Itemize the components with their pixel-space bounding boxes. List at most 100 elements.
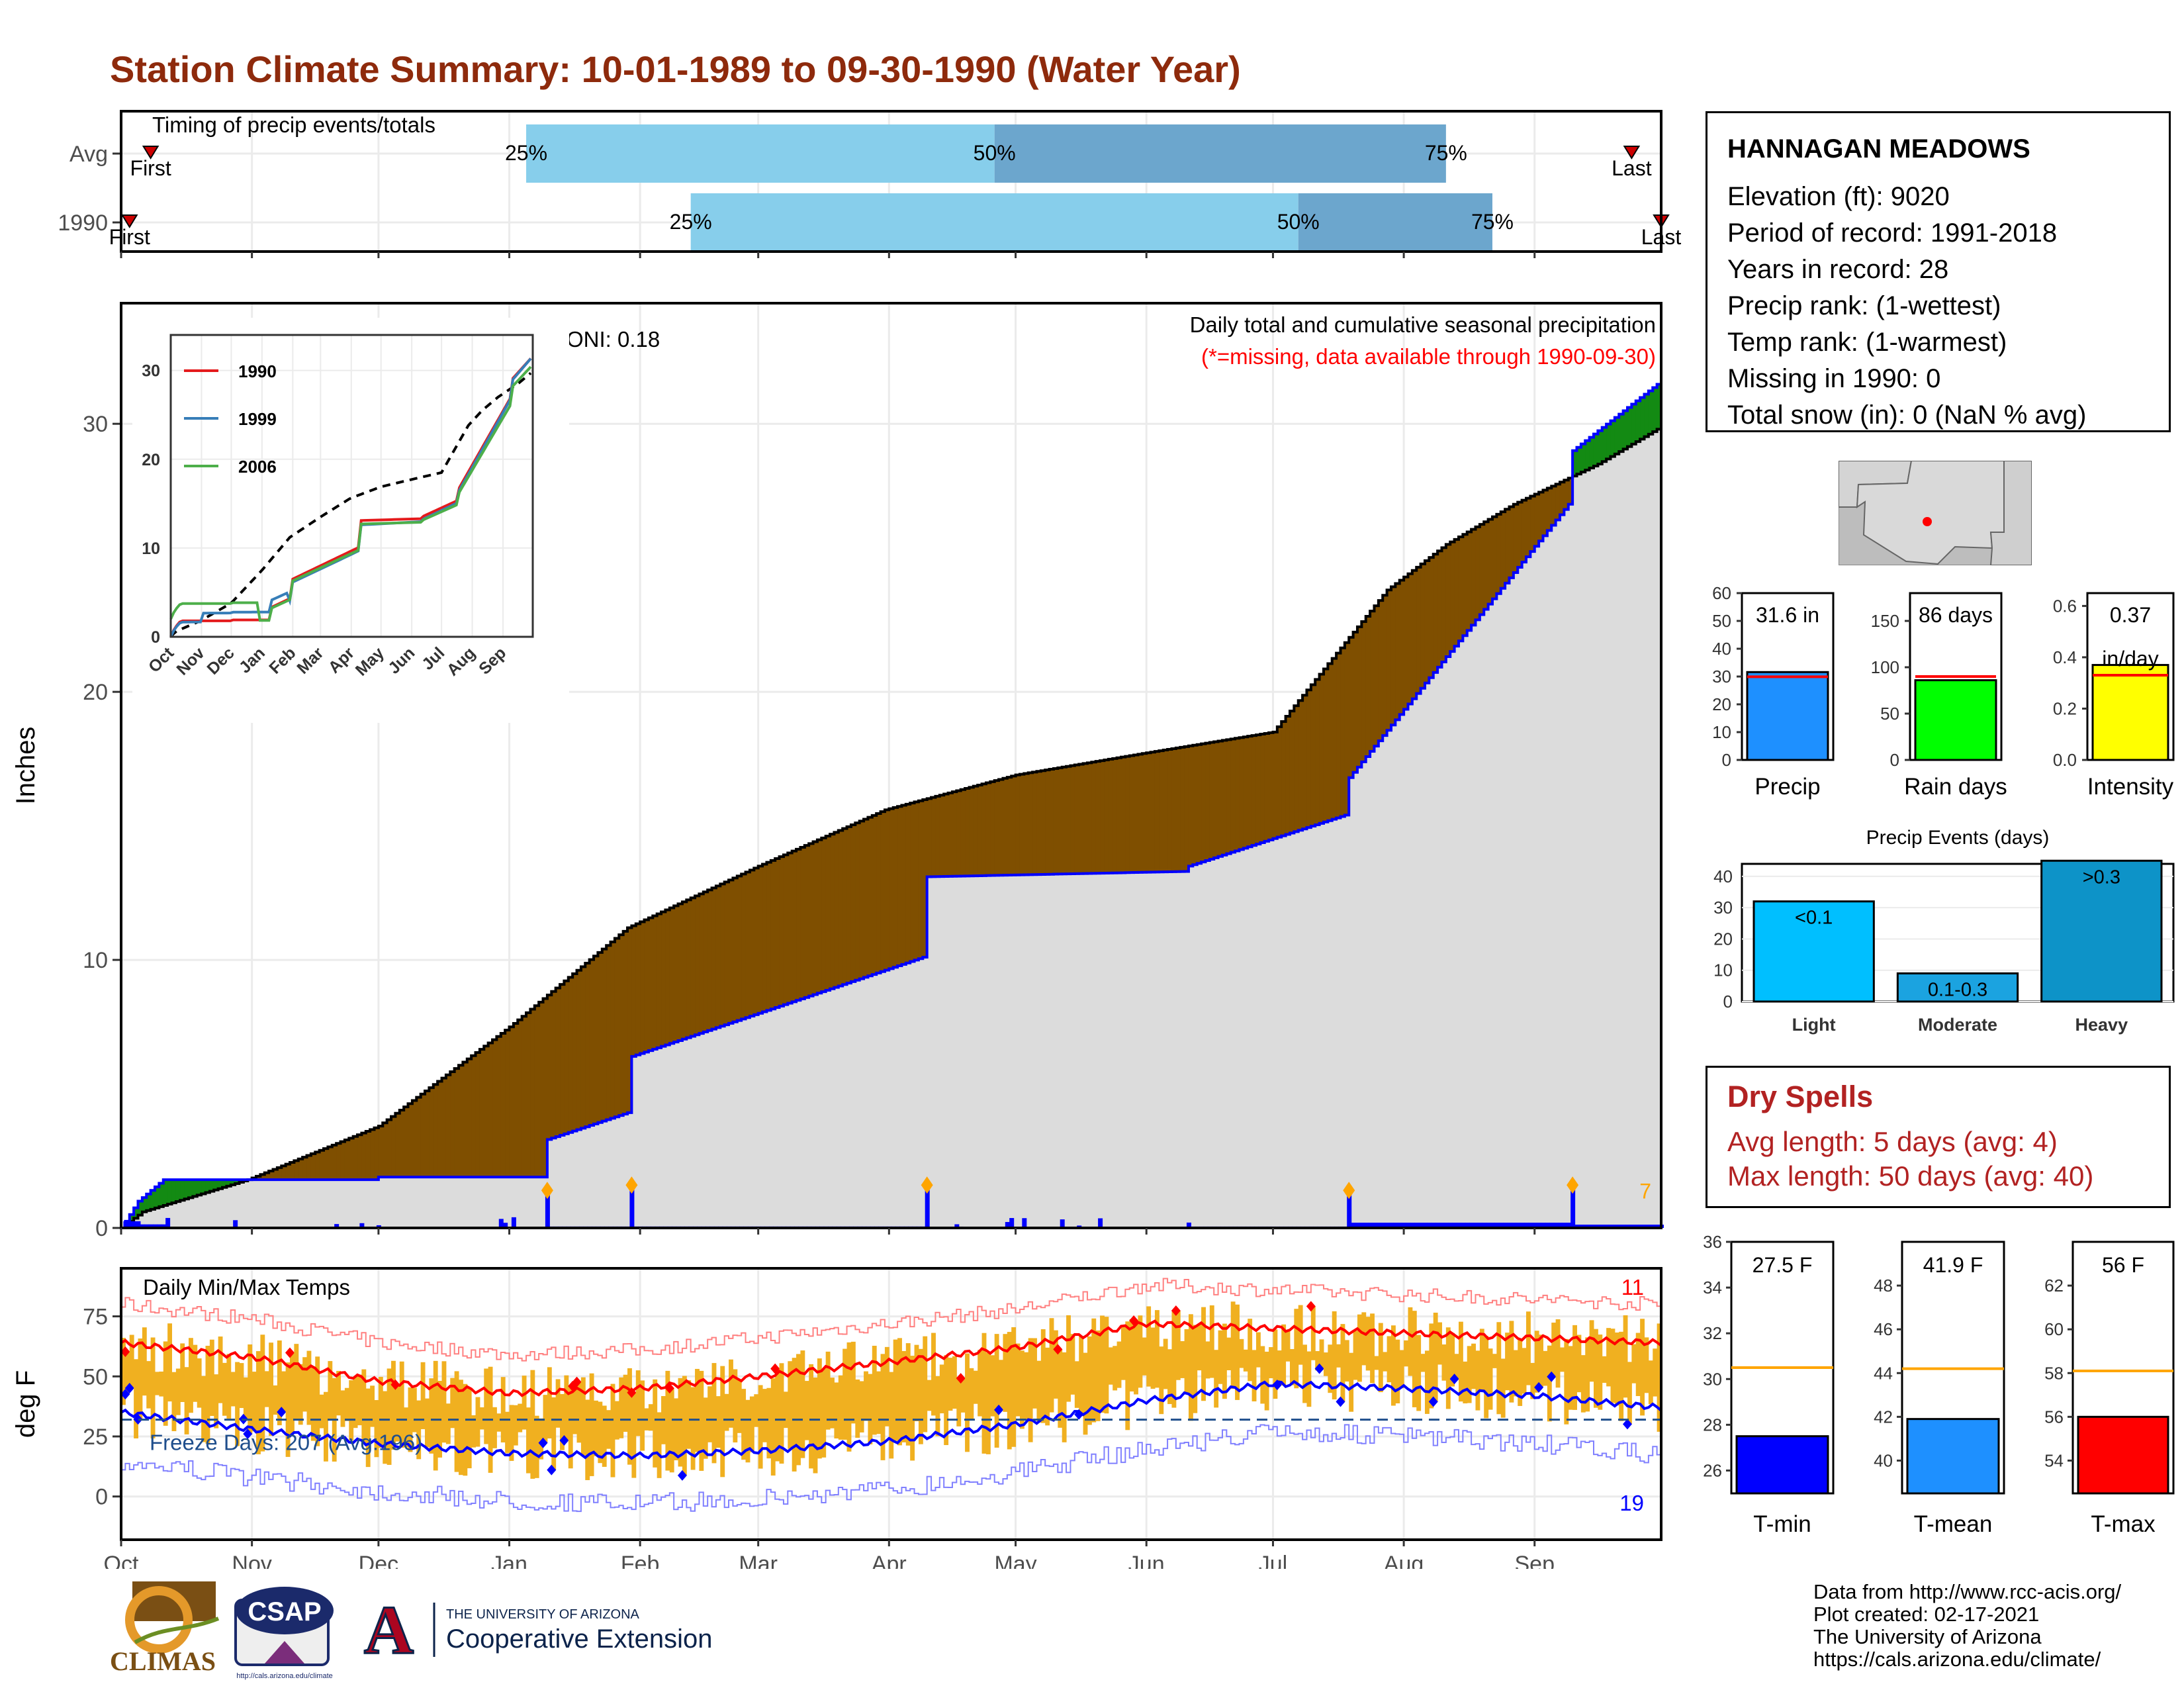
daily-precip-bar — [1418, 1223, 1424, 1228]
daily-temp-bar — [1539, 1335, 1543, 1387]
daily-temp-bar — [1353, 1331, 1358, 1380]
daily-temp-bar — [1614, 1332, 1619, 1406]
events-bar — [1896, 972, 2019, 1003]
precip-surplus-area — [146, 1194, 152, 1211]
precip-deficit-area — [1530, 496, 1535, 552]
daily-temp-bar — [1058, 1349, 1063, 1428]
precip-surplus-area — [1644, 394, 1649, 437]
daily-temp-bar — [817, 1358, 822, 1459]
inset-legend-label: 1999 — [238, 409, 277, 429]
daily-temp-bar — [1138, 1315, 1143, 1388]
daily-precip-bar — [144, 1224, 150, 1228]
daily-precip-bar — [1381, 1223, 1386, 1228]
daily-precip-bar — [123, 1221, 128, 1228]
daily-temp-bar — [770, 1378, 776, 1476]
precip-deficit-area — [973, 786, 978, 876]
daily-temp-bar — [1344, 1340, 1349, 1382]
timing-bar-q3 — [994, 124, 1446, 183]
temp-summary-bar — [1735, 1435, 1829, 1495]
month-tick-label: Oct — [104, 1552, 139, 1569]
daily-precip-bar — [132, 1221, 137, 1228]
daily-temp-bar — [1134, 1320, 1138, 1395]
daily-temp-bar — [1209, 1305, 1214, 1378]
daily-temp-bar — [876, 1371, 882, 1434]
precip-deficit-area — [1167, 749, 1173, 872]
daily-temp-bar — [1281, 1324, 1287, 1386]
daily-temp-bar — [669, 1388, 674, 1473]
precip-deficit-area — [813, 841, 818, 995]
daily-temp-bar — [935, 1376, 940, 1436]
daily-temp-bar — [357, 1374, 362, 1426]
daily-temp-bar — [281, 1371, 287, 1413]
precip-deficit-area — [1180, 747, 1185, 872]
daily-temp-bar — [1445, 1327, 1451, 1409]
station-info-box: HANNAGAN MEADOWS Elevation (ft): 9020 Pe… — [1706, 111, 2171, 432]
daily-temp-bar — [1180, 1341, 1185, 1378]
daily-temp-bar — [1463, 1361, 1468, 1404]
daily-precip-bar — [233, 1220, 238, 1228]
extreme-precip-marker — [541, 1182, 553, 1199]
daily-temp-bar — [1251, 1350, 1257, 1402]
daily-temp-bar — [1298, 1305, 1303, 1365]
daily-temp-bar — [150, 1337, 156, 1438]
precip-deficit-area — [952, 792, 957, 876]
daily-temp-bar — [1635, 1333, 1641, 1397]
daily-temp-bar — [1488, 1348, 1493, 1410]
daily-precip-bar — [1456, 1223, 1461, 1228]
daily-temp-bar — [1011, 1327, 1017, 1447]
daily-precip-bar — [1604, 1224, 1610, 1228]
precip-deficit-area — [1070, 765, 1075, 874]
precip-y-tick-label: 0 — [95, 1216, 108, 1241]
daily-temp-bar — [576, 1382, 582, 1443]
daily-precip-bar — [1583, 1224, 1588, 1228]
temp-y-tick-label: 25 — [83, 1425, 108, 1450]
precip-deficit-area — [399, 1109, 404, 1178]
precip-deficit-area — [1319, 674, 1324, 823]
precip-deficit-area — [623, 931, 628, 1115]
daily-temp-bar — [1505, 1333, 1510, 1391]
precip-surplus-area — [230, 1180, 236, 1185]
daily-temp-bar — [585, 1399, 590, 1480]
daily-temp-bar — [214, 1374, 219, 1429]
precip-surplus-area — [1606, 424, 1612, 459]
precip-deficit-area — [273, 1169, 278, 1180]
precip-deficit-area — [1404, 577, 1409, 710]
station-precip-rank: Precip rank: (1-wettest) — [1727, 291, 2001, 320]
daily-precip-bar — [1528, 1223, 1533, 1228]
temp-summary-bars: 26 28 30 32 34 36 27.5 F T-min 40 42 44 46 48 41.9 F T… — [1703, 1232, 2175, 1537]
record-low-marker — [120, 1389, 130, 1400]
daily-temp-bar — [1555, 1319, 1561, 1388]
precip-deficit-area — [842, 828, 848, 985]
daily-precip-bar — [1596, 1224, 1601, 1228]
daily-temp-bar — [741, 1389, 747, 1460]
daily-precip-bar — [1402, 1223, 1407, 1228]
daily-temp-bar — [648, 1404, 653, 1431]
daily-temp-bar — [378, 1376, 383, 1448]
timing-bar-q3 — [1298, 193, 1492, 252]
daily-temp-bar — [218, 1336, 223, 1403]
precip-deficit-area — [1019, 774, 1024, 875]
daily-temp-bar — [686, 1380, 692, 1449]
precip-deficit-area — [1074, 765, 1079, 874]
daily-temp-bar — [880, 1354, 886, 1460]
daily-precip-bar — [1098, 1218, 1103, 1228]
dry-spells-avg: Avg length: 5 days (avg: 4) — [1727, 1126, 2058, 1157]
precip-deficit-area — [315, 1152, 320, 1180]
daily-temp-bar — [1201, 1307, 1206, 1401]
daily-temp-bar — [720, 1366, 725, 1477]
precip-deficit-area — [846, 826, 852, 984]
precip-deficit-area — [1146, 753, 1152, 872]
daily-temp-bar — [695, 1368, 700, 1452]
events-tick-label: 0 — [1723, 992, 1733, 1011]
daily-precip-bar — [1452, 1223, 1457, 1228]
daily-temp-bar — [1568, 1346, 1573, 1410]
daily-temp-bar — [779, 1363, 784, 1464]
precip-deficit-area — [1467, 532, 1472, 631]
precip-deficit-area — [551, 991, 557, 1139]
daily-temp-bar — [555, 1379, 561, 1428]
record-low-marker — [1336, 1396, 1345, 1407]
daily-temp-bar — [1644, 1337, 1649, 1393]
month-tick-label: Sep — [1514, 1552, 1555, 1569]
precip-deficit-area — [792, 851, 797, 1002]
precip-deficit-area — [1197, 744, 1202, 864]
